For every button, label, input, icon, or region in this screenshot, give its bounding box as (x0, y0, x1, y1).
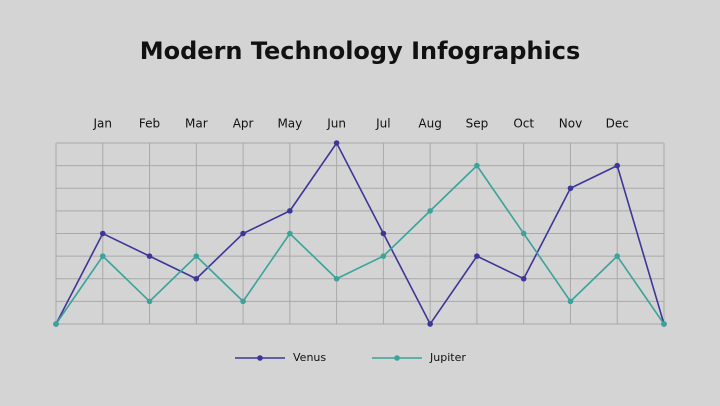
legend-label: Jupiter (429, 351, 466, 364)
series-line (55, 164, 665, 325)
data-point (474, 253, 480, 259)
x-tick-label: Feb (139, 117, 160, 131)
data-point (53, 321, 59, 327)
x-tick-label: Apr (233, 117, 254, 131)
legend-marker (257, 355, 263, 361)
data-point (474, 162, 480, 169)
data-point (333, 140, 340, 146)
x-tick-label: Mar (185, 117, 208, 131)
x-tick-label: Oct (513, 117, 534, 131)
data-point (567, 185, 574, 192)
x-tick-label: Dec (606, 117, 629, 131)
data-point (287, 208, 293, 214)
data-point (520, 230, 527, 237)
x-tick-label: Nov (559, 117, 582, 131)
data-point (427, 208, 433, 214)
legend-marker (394, 355, 400, 361)
data-point (193, 275, 200, 282)
x-tick-label: May (277, 117, 302, 131)
data-point (661, 321, 667, 327)
data-point (567, 298, 574, 305)
x-tick-label: Jun (326, 117, 346, 131)
data-point (520, 275, 527, 282)
data-point (287, 230, 293, 237)
data-point (427, 321, 433, 327)
data-point (614, 253, 621, 259)
data-point (193, 253, 200, 259)
legend-label: Venus (293, 351, 326, 364)
data-point (99, 230, 106, 237)
data-point (380, 230, 387, 237)
data-point (146, 298, 153, 305)
data-point (99, 253, 106, 259)
data-point (240, 298, 246, 305)
series-line (55, 141, 665, 326)
x-tick-label: Aug (418, 117, 441, 131)
x-tick-label: Jan (93, 117, 113, 131)
data-point (333, 275, 340, 282)
x-tick-label: Jul (375, 117, 390, 131)
data-point (614, 162, 621, 169)
data-point (146, 253, 153, 259)
chart-title: Modern Technology Infographics (140, 37, 581, 65)
data-point (240, 230, 246, 237)
data-point (380, 253, 387, 259)
x-tick-label: Sep (466, 117, 489, 131)
